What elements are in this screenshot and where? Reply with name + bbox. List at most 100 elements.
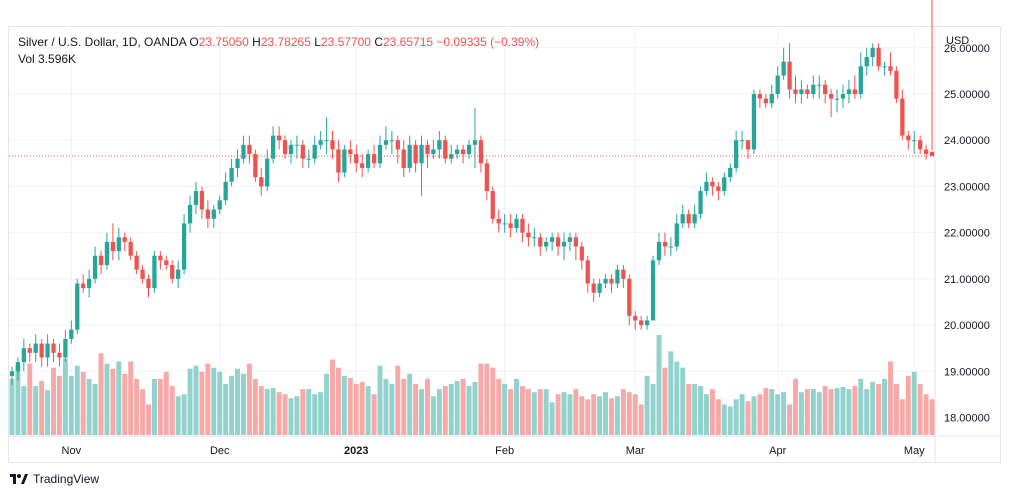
candle-body <box>81 283 86 289</box>
volume-bar <box>241 373 246 435</box>
volume-bar <box>751 396 757 435</box>
volume-bar <box>425 378 430 435</box>
candle <box>680 204 685 229</box>
volume-bar <box>519 386 525 435</box>
candle-body <box>193 191 199 205</box>
candle <box>811 75 816 99</box>
volume-bar <box>543 389 549 435</box>
y-tick-label: 23.00000 <box>944 181 990 193</box>
candle-layer <box>9 0 935 386</box>
volume-bar <box>175 396 181 435</box>
candle <box>229 158 234 187</box>
candle-body <box>918 140 923 150</box>
candle <box>377 135 383 168</box>
volume-bar <box>597 396 603 435</box>
volume-bar <box>9 378 15 435</box>
candle <box>906 130 911 150</box>
volume-bar <box>347 377 353 435</box>
volume-bar <box>709 389 715 435</box>
volume-bar <box>490 367 496 435</box>
candle-body <box>152 255 157 289</box>
candle <box>455 144 460 159</box>
candle-body <box>532 237 537 239</box>
candle-body <box>490 191 495 219</box>
tradingview-branding[interactable]: TradingView <box>10 472 99 486</box>
candle-body <box>294 144 300 146</box>
candle <box>152 251 157 293</box>
candle-body <box>336 149 341 173</box>
candle <box>199 186 205 219</box>
volume-bar <box>775 394 781 435</box>
volume-layer <box>9 335 935 435</box>
candle <box>834 89 840 113</box>
candle <box>395 135 400 164</box>
volume-bar <box>300 389 306 435</box>
candle-body <box>799 89 804 95</box>
candle <box>354 144 359 173</box>
candle-body <box>728 167 733 178</box>
volume-bar <box>288 398 294 435</box>
volume-bar <box>686 384 692 435</box>
candle <box>425 140 430 168</box>
candle <box>864 47 869 76</box>
volume-bar <box>525 389 531 435</box>
candle <box>698 186 703 219</box>
candle <box>247 135 252 164</box>
volume-bar <box>27 363 33 435</box>
candle-body <box>775 75 780 95</box>
candle <box>122 232 127 252</box>
candle <box>751 89 757 155</box>
volume-bar <box>793 378 798 435</box>
volume-bar <box>632 394 638 435</box>
volume-bar <box>769 389 775 435</box>
volume-bar <box>151 378 157 435</box>
candle-body <box>805 89 810 95</box>
candle <box>490 186 495 224</box>
price-axis[interactable]: 26.00000 25.00000 24.00000 23.00000 22.00000… <box>944 43 990 425</box>
candle <box>793 75 798 104</box>
candle-body <box>253 154 258 178</box>
time-axis[interactable]: Nov Dec 2023 Feb Mar Apr May <box>62 445 926 457</box>
candle <box>555 232 561 256</box>
volume-bar <box>270 388 276 435</box>
candle-body <box>609 278 614 284</box>
candle-body <box>247 144 252 155</box>
volume-bar <box>620 389 626 435</box>
candle <box>371 144 377 168</box>
candle-body <box>15 362 21 372</box>
currency-label: USD <box>946 35 969 47</box>
candlestick-chart[interactable]: USD 26.00000 25.00000 24.00000 23.00000 22.0… <box>0 0 1012 470</box>
candle <box>716 181 721 201</box>
open-value: 23.75050 <box>198 35 249 49</box>
volume-bar <box>484 363 490 435</box>
volume-bar <box>51 367 56 435</box>
volume-bar <box>876 384 882 435</box>
volume-bar <box>341 375 347 435</box>
candle-body <box>395 140 400 150</box>
volume-bar <box>579 396 585 435</box>
candle <box>128 237 133 261</box>
candle-body <box>211 209 216 219</box>
candle-body <box>449 154 454 159</box>
volume-bar <box>858 378 864 435</box>
candle-body <box>496 218 501 224</box>
volume-legend: Vol 3.596K <box>18 52 76 66</box>
candle <box>211 204 216 229</box>
volume-value: 3.596K <box>38 52 77 66</box>
volume-bar <box>122 373 128 435</box>
candle <box>472 107 478 168</box>
candle-body <box>199 191 205 210</box>
x-tick-label: Nov <box>62 445 82 457</box>
volume-bar <box>787 404 793 435</box>
volume-bar <box>211 367 217 435</box>
candle-body <box>455 149 460 155</box>
candle-body <box>51 343 56 353</box>
volume-bar <box>899 399 905 435</box>
candle <box>478 135 484 173</box>
candle-body <box>288 144 294 155</box>
candle-body <box>888 66 893 71</box>
candle <box>769 84 774 108</box>
volume-bar <box>549 402 555 435</box>
candle <box>823 80 828 104</box>
candle-body <box>235 158 240 168</box>
